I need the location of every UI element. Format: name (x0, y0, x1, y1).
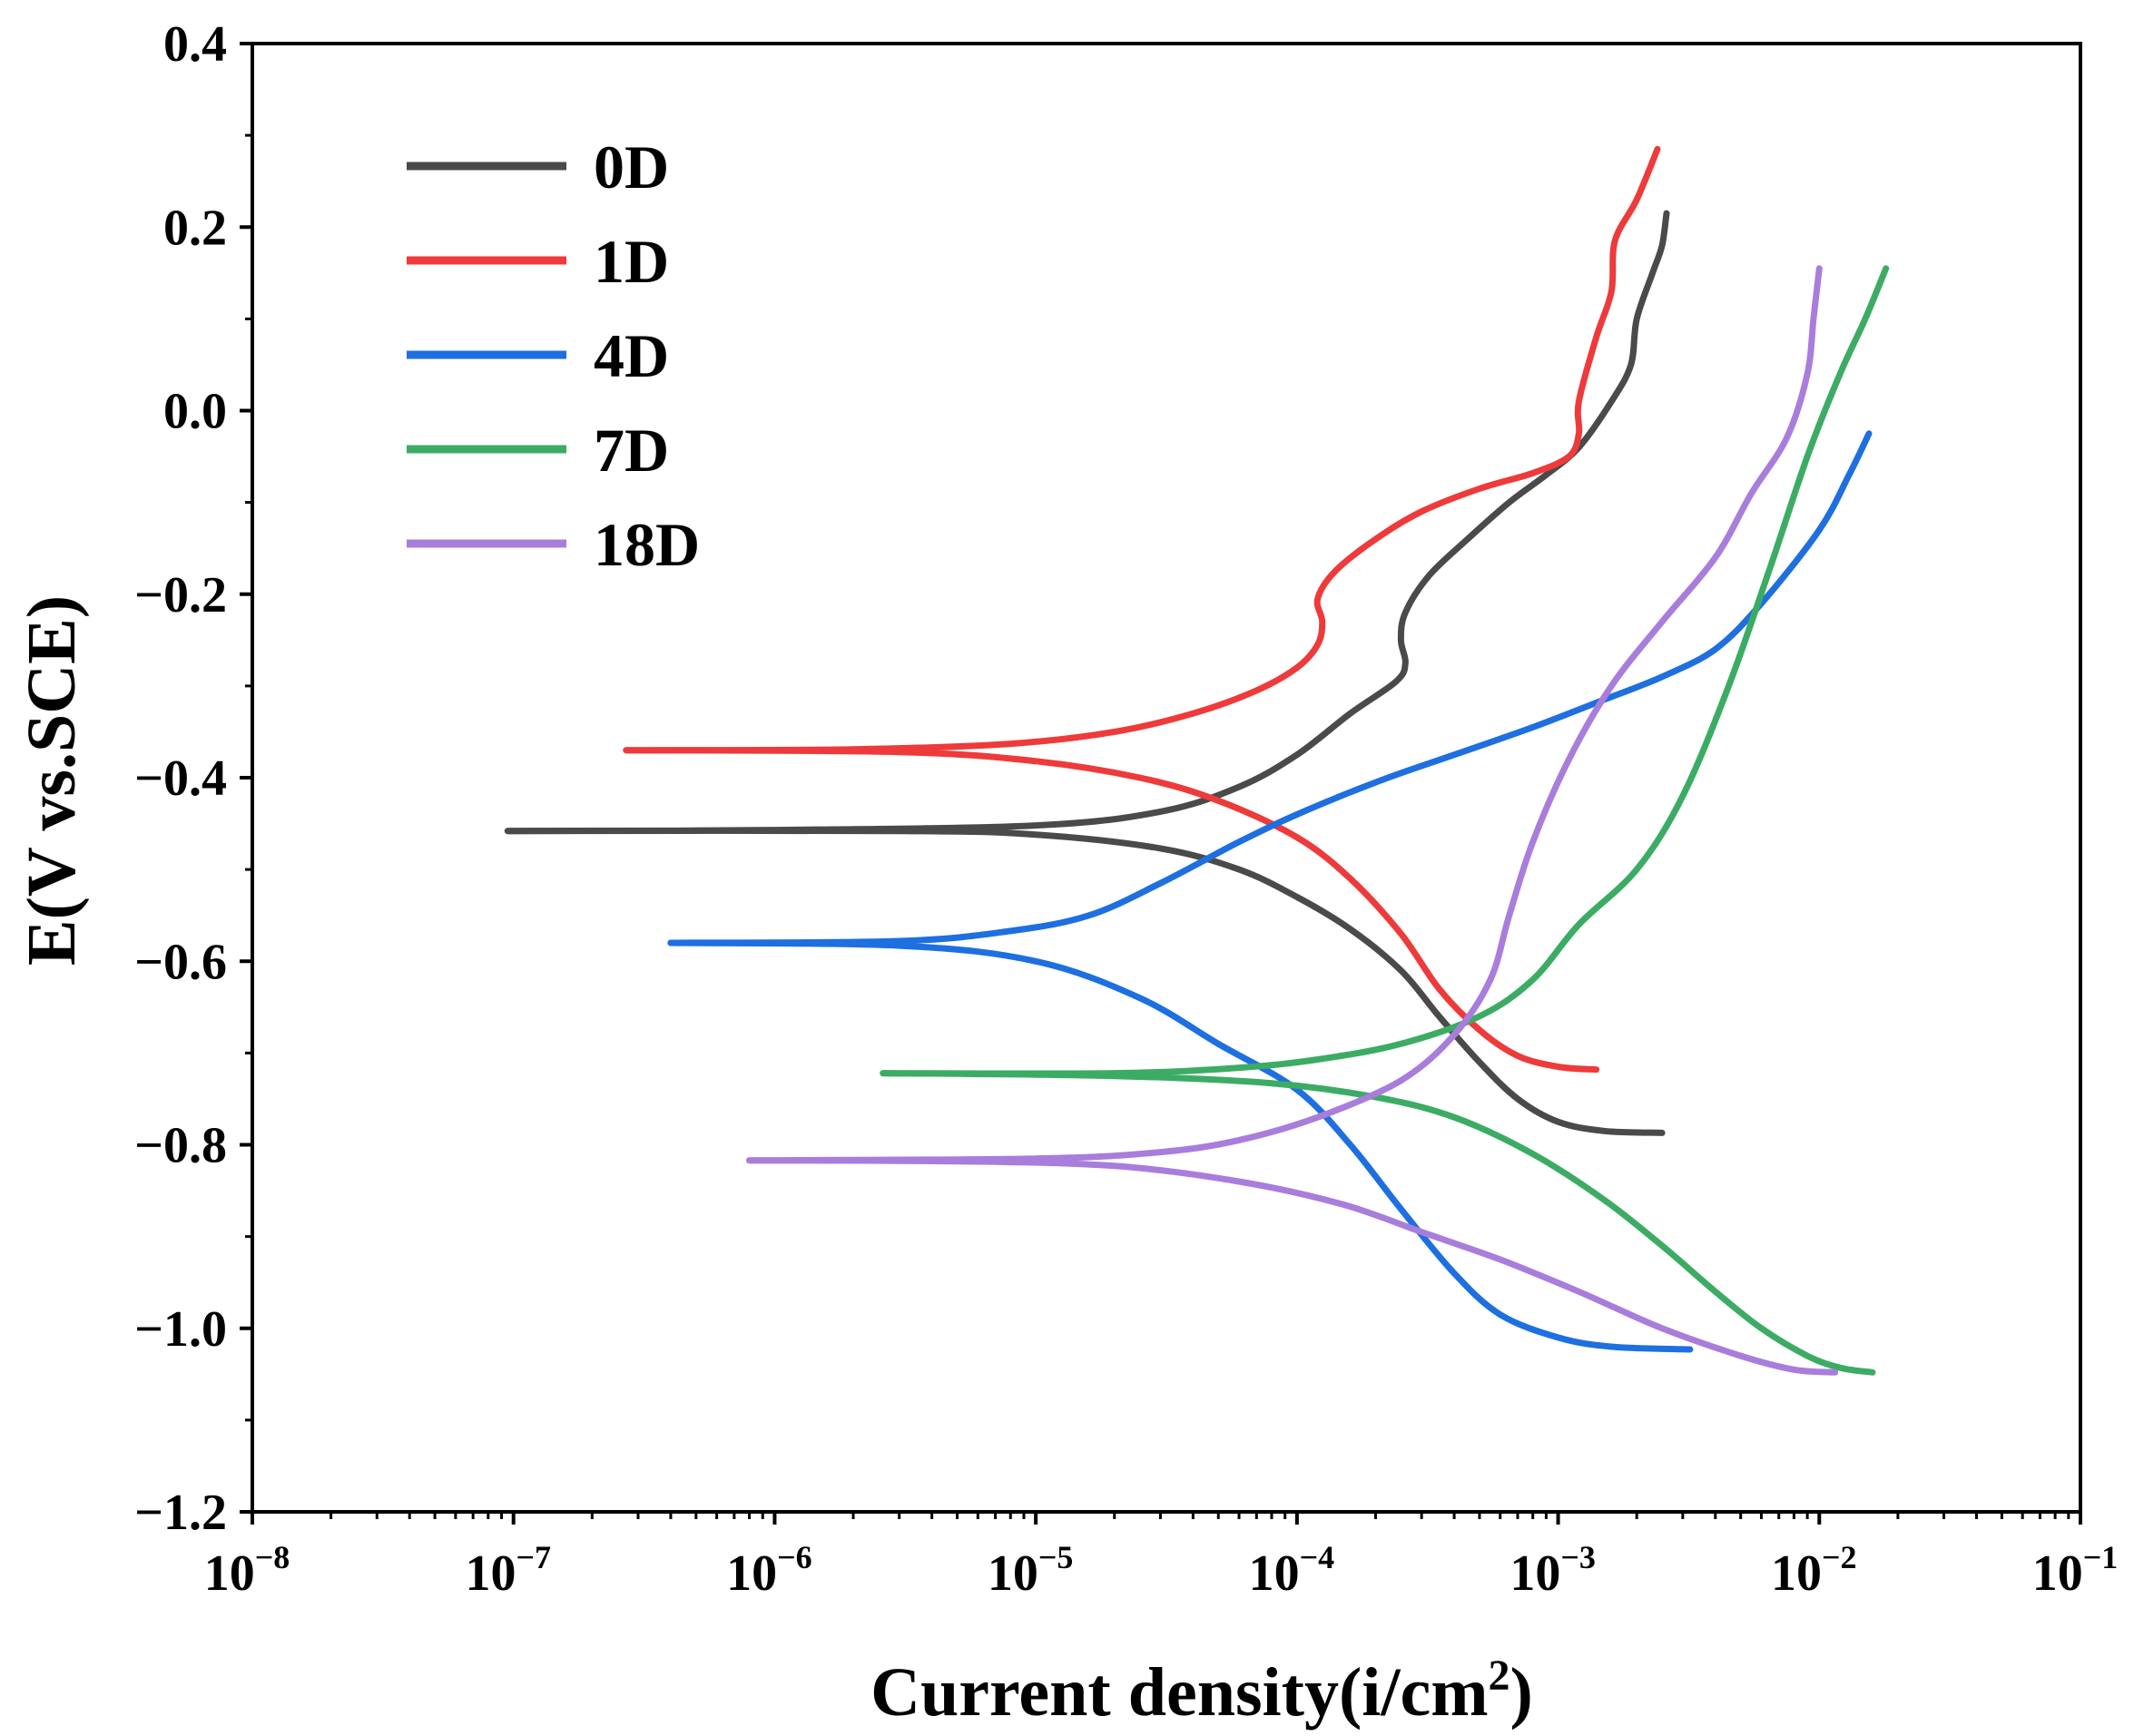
y-tick-labels: 0.4 0.2 0.0 −0.2 −0.4 −0.6 −0.8 −1.0 −1.2 (134, 16, 227, 1541)
legend-label-18D: 18D (594, 510, 700, 579)
x-tick-label: 10−2 (1771, 1539, 1857, 1602)
x-axis-label: Current density(i/cm2) (870, 1652, 1533, 1731)
y-axis-label: E(V vs.SCE) (14, 595, 90, 966)
series-7D-anodic-curve (880, 265, 1890, 1077)
series-0D-anodic-curve (504, 210, 1670, 835)
series-1D-cathodic-curve (623, 747, 1600, 1074)
series-18D (746, 265, 1839, 1376)
plot-frame (251, 42, 2082, 1514)
series-7D (880, 265, 1890, 1376)
series-0D-cathodic-curve (504, 827, 1666, 1136)
x-tick-label: 10−3 (1510, 1539, 1596, 1602)
y-tick-label: 0.2 (163, 200, 227, 256)
legend-label-7D: 7D (594, 416, 669, 485)
legend: 0D 1D 4D 7D 18D (407, 132, 700, 579)
series-7D-cathodic-curve (880, 1070, 1876, 1376)
series-18D-cathodic-curve (746, 1157, 1839, 1376)
legend-label-1D: 1D (594, 227, 669, 296)
x-tick-label: 10−7 (465, 1539, 551, 1602)
y-tick-label: −0.4 (134, 750, 227, 807)
y-tick-label: −0.8 (134, 1118, 227, 1174)
x-tick-label: 10−1 (2032, 1539, 2119, 1602)
series-1D-anodic-curve (623, 145, 1661, 754)
series-4D-cathodic-curve (667, 939, 1694, 1353)
x-tick-label: 10−6 (726, 1539, 812, 1602)
y-tick-label: −0.6 (134, 934, 227, 990)
x-tick-label: 10−8 (204, 1539, 290, 1602)
x-axis-label-superscript: 2 (1489, 1652, 1510, 1700)
series-1D (623, 145, 1661, 1074)
x-tick-label: 10−5 (988, 1539, 1074, 1602)
y-tick-label: −1.0 (134, 1301, 227, 1358)
x-tick-labels: 10−8 10−7 10−6 10−5 10−4 10−3 10−2 10−1 (204, 1539, 2119, 1602)
y-tick-label: 0.0 (163, 384, 227, 440)
legend-label-0D: 0D (594, 132, 669, 201)
series-0D (504, 210, 1670, 1136)
y-tick-label: −0.2 (134, 567, 227, 623)
legend-label-4D: 4D (594, 321, 669, 390)
series-4D (667, 430, 1873, 1353)
series-18D-anodic-curve (746, 265, 1823, 1164)
x-tick-label: 10−4 (1249, 1539, 1335, 1602)
series-4D-anodic-curve (667, 430, 1873, 946)
y-tick-label: −1.2 (134, 1485, 227, 1541)
y-tick-label: 0.4 (163, 16, 227, 73)
series-lines (504, 145, 1890, 1376)
